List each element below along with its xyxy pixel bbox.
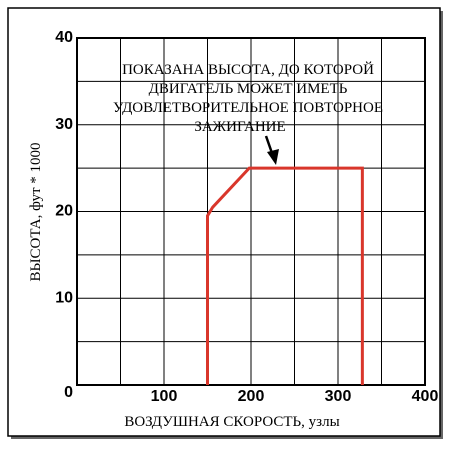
x-tick-label: 400 — [412, 388, 439, 405]
x-tick-label: 300 — [325, 388, 352, 405]
data-line — [206, 166, 364, 385]
y-tick-label: 0 — [64, 384, 73, 401]
y-tick-label: 30 — [55, 116, 73, 133]
x-tick-label: 100 — [151, 388, 178, 405]
plot-border — [76, 37, 426, 386]
x-tick-label: 200 — [238, 388, 265, 405]
y-axis-label: ВЫСОТА, фут * 1000 — [28, 142, 44, 281]
annotation: ДВИГАТЕЛЬ МОЖЕТ ИМЕТЬ — [149, 81, 348, 97]
annotation: ЗАЖИГАНИЕ — [194, 119, 285, 135]
y-tick-label: 40 — [55, 29, 73, 46]
annotation: УДОВЛЕТВОРИТЕЛЬНОЕ ПОВТОРНОЕ — [113, 100, 383, 116]
annotation-arrowhead — [267, 149, 279, 165]
y-tick-label: 20 — [55, 203, 73, 220]
x-axis-label: ВОЗДУШНАЯ СКОРОСТЬ, узлы — [124, 414, 339, 430]
annotation: ПОКАЗАНА ВЫСОТА, ДО КОТОРОЙ — [122, 61, 374, 78]
y-tick-label: 10 — [55, 289, 73, 306]
frame — [7, 7, 441, 437]
